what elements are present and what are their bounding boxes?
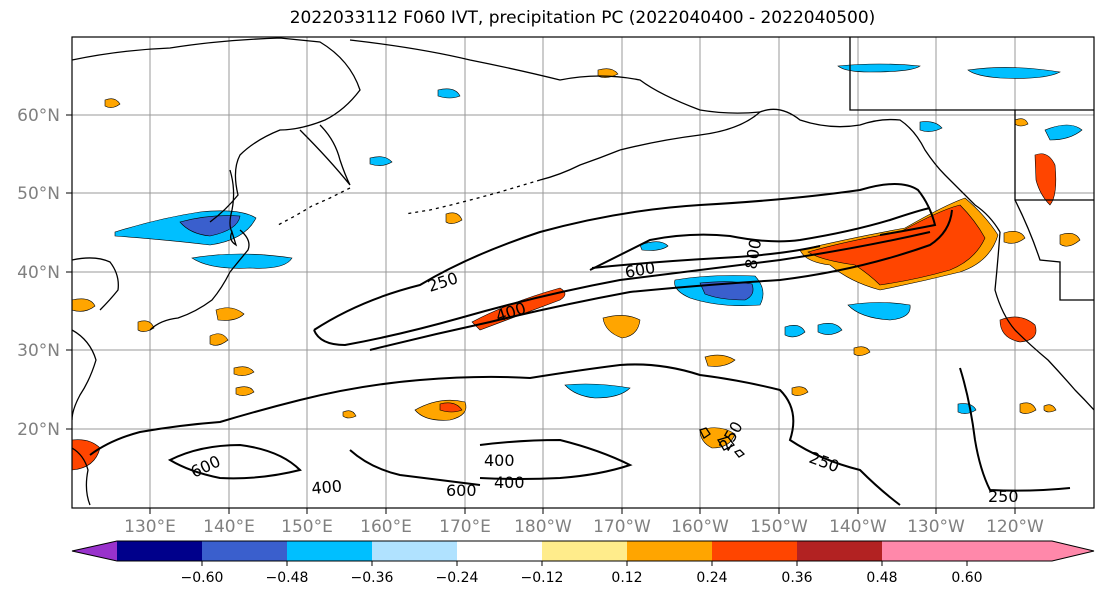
colorbar-tick-label: 0.24 (696, 570, 727, 586)
latitude-labels: 60°N 50°N 40°N 30°N 20°N (17, 106, 60, 440)
lon-label: 150°E (281, 517, 333, 537)
colorbar-segment (457, 541, 542, 561)
colorbar-tick-label: −0.60 (181, 570, 224, 586)
lat-label: 40°N (17, 263, 60, 283)
colorbar-tick-label: 0.48 (866, 570, 897, 586)
ivt-contours (89, 183, 1071, 506)
lat-label: 30°N (17, 341, 60, 361)
colorbar-segment (797, 541, 882, 561)
colorbar-segment (117, 541, 202, 561)
lat-label: 60°N (17, 106, 60, 126)
colorbar-tick-label: −0.48 (266, 570, 309, 586)
colorbar-tick-label: 0.12 (611, 570, 642, 586)
colorbar-segment (287, 541, 372, 561)
lon-label: 140°W (829, 517, 887, 537)
colorbar-tick-label: −0.12 (521, 570, 564, 586)
colorbar-tick-label: 0.60 (951, 570, 982, 586)
colorbar-segment (712, 541, 797, 561)
lon-label: 150°W (750, 517, 808, 537)
lon-label: 170°E (439, 517, 491, 537)
colorbar-segment (202, 541, 287, 561)
lon-label: 160°E (360, 517, 412, 537)
ivt-label: 400 (484, 451, 515, 470)
ivt-label: 400 (494, 473, 525, 492)
ivt-label: 250 (988, 487, 1019, 506)
colorbar-tick-label: 0.36 (781, 570, 812, 586)
colorbar-segment (627, 541, 712, 561)
ivt-label: 600 (446, 481, 477, 500)
coastlines (72, 37, 1094, 506)
lon-label: 160°W (671, 517, 729, 537)
colorbar-tick-label: −0.24 (436, 570, 479, 586)
lon-label: 120°W (986, 517, 1044, 537)
colorbar-min-extension (72, 541, 117, 561)
lon-label: 140°E (203, 517, 255, 537)
lat-label: 50°N (17, 184, 60, 204)
lat-label: 20°N (17, 420, 60, 440)
colorbar-outline (71, 540, 1095, 562)
colorbar-tick-label: −0.36 (351, 570, 394, 586)
lon-label: 180°W (514, 517, 572, 537)
colorbar-segment (372, 541, 457, 561)
map-title: 2022033112 F060 IVT, precipitation PC (2… (289, 8, 876, 28)
longitude-labels: 130°E 140°E 150°E 160°E 170°E 180°W 170°… (124, 517, 1044, 537)
lon-label: 130°W (907, 517, 965, 537)
colorbar: −0.60 −0.48 −0.36 −0.24 −0.12 0.12 0.24 … (71, 540, 1095, 586)
precip-shading (72, 63, 1083, 471)
colorbar-max-extension (882, 541, 1094, 561)
lon-label: 130°E (124, 517, 176, 537)
colorbar-segment (542, 541, 627, 561)
ivt-label: 400 (311, 476, 343, 498)
axis-ticks (66, 114, 1016, 514)
lon-label: 170°W (593, 517, 651, 537)
